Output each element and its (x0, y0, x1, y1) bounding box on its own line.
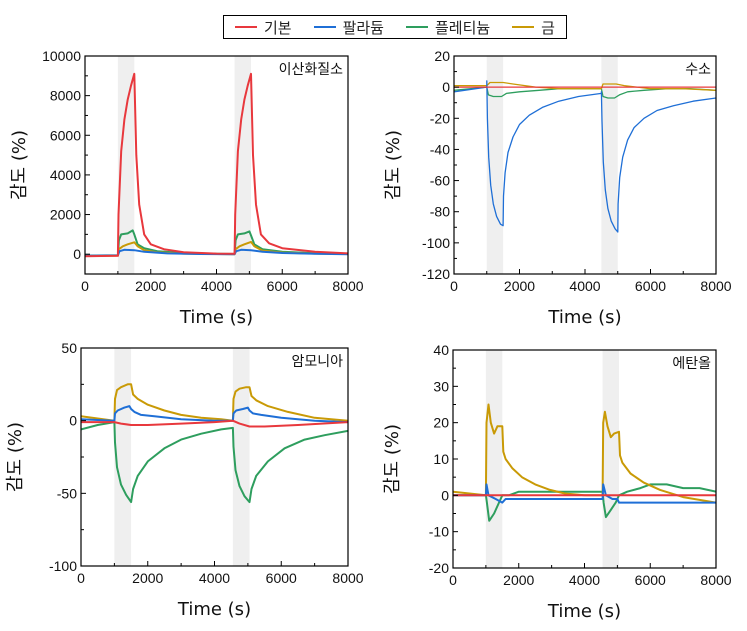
y-tick-label: -100 (49, 558, 77, 574)
x-axis-title: Time (s) (547, 601, 621, 622)
series-line-기본 (85, 72, 348, 258)
y-tick-label: 40 (433, 342, 449, 358)
legend-item-base: 기본 (234, 17, 292, 38)
gas-exposure-band (232, 348, 250, 566)
x-tick-label: 2000 (503, 572, 534, 588)
y-tick-label: 30 (433, 378, 449, 394)
y-tick-label: 2000 (50, 207, 81, 223)
y-tick-label: 10000 (42, 48, 81, 64)
chart-panel-nh3: 0 2000 4000 6000 8000 -100 -50 0 50 암모니아 Time (s) 감… (5, 340, 364, 620)
gas-label-ethanol: 에탄올 (672, 356, 711, 372)
y-tick-label: -40 (430, 141, 450, 157)
y-tick-label: -50 (57, 485, 77, 501)
x-tick-label: 0 (449, 572, 457, 588)
y-tick-label: 20 (433, 415, 449, 431)
legend-label-palladium: 팔라듐 (342, 18, 384, 37)
legend-swatch-base (234, 25, 257, 29)
gas-exposure-band (117, 56, 135, 274)
legend-item-gold: 금 (512, 17, 555, 38)
x-tick-label: 0 (77, 570, 85, 586)
series-group (85, 72, 348, 258)
gas-label-h2: 수소 (685, 62, 711, 78)
y-tick-label: 4000 (50, 167, 81, 183)
series-line-팔라듐 (81, 405, 348, 424)
x-tick-label: 8000 (700, 572, 731, 588)
y-tick-label: 0 (441, 487, 449, 503)
chart-panel-h2: 0 2000 4000 6000 8000 -120 -100 -80 -60 -40 -20 0 20… (383, 48, 732, 328)
gas-exposure-band (234, 56, 252, 274)
gas-exposure-band (486, 56, 504, 274)
legend-label-gold: 금 (541, 18, 555, 37)
y-axis-title: 감도 (%) (5, 422, 26, 492)
x-tick-label: 2000 (132, 570, 163, 586)
series-line-금 (81, 383, 348, 422)
x-tick-label: 6000 (635, 278, 666, 294)
x-tick-label: 8000 (332, 570, 363, 586)
y-tick-label: 0 (442, 79, 450, 95)
y-tick-label: -20 (429, 560, 449, 576)
y-tick-label: 8000 (50, 88, 81, 104)
x-tick-label: 4000 (569, 572, 600, 588)
x-tick-label: 4000 (199, 570, 230, 586)
y-tick-label: -120 (422, 266, 450, 282)
y-axis-title: 감도 (%) (382, 424, 403, 494)
series-group (453, 403, 716, 522)
series-line-플레티늄 (81, 421, 348, 504)
y-tick-label: 50 (61, 340, 77, 356)
x-tick-label: 4000 (201, 278, 232, 294)
y-tick-label: 6000 (50, 127, 81, 143)
series-group (454, 80, 716, 233)
y-tick-label: 10 (433, 451, 449, 467)
chart-panel-ethanol: 0 2000 4000 6000 8000 -20 -10 0 10 20 30 40 에탄올 Time … (382, 342, 732, 622)
y-tick-label: 0 (73, 246, 81, 262)
legend-label-base: 기본 (263, 18, 292, 37)
x-axis-title: Time (s) (179, 307, 253, 328)
x-tick-label: 2000 (135, 278, 166, 294)
x-tick-label: 2000 (504, 278, 535, 294)
legend-swatch-platinum (405, 25, 428, 29)
x-tick-label: 0 (450, 278, 458, 294)
series-line-기본 (81, 419, 348, 428)
y-tick-label: -80 (430, 204, 450, 220)
x-tick-label: 6000 (635, 572, 666, 588)
y-tick-label: 0 (69, 413, 77, 429)
y-tick-label: -60 (430, 173, 450, 189)
y-tick-label: -10 (429, 524, 449, 540)
series-line-팔라듐 (454, 80, 716, 233)
y-axis-title: 감도 (%) (383, 130, 404, 200)
x-tick-label: 8000 (700, 278, 731, 294)
legend-swatch-palladium (313, 25, 336, 29)
y-tick-label: 20 (434, 48, 450, 64)
x-tick-label: 6000 (266, 570, 297, 586)
y-tick-label: -100 (422, 235, 450, 251)
x-tick-label: 0 (81, 278, 89, 294)
x-tick-label: 6000 (267, 278, 298, 294)
chart-panel-no2: 0 2000 4000 6000 8000 0 2000 4000 6000 8000 10000 이… (9, 48, 364, 328)
x-tick-label: 8000 (332, 278, 363, 294)
gas-exposure-band (485, 350, 503, 568)
legend-label-platinum: 플레티늄 (434, 18, 491, 37)
x-tick-label: 4000 (569, 278, 600, 294)
y-axis-title: 감도 (%) (9, 130, 30, 200)
legend-item-palladium: 팔라듐 (313, 17, 384, 38)
series-group (81, 383, 348, 504)
x-axis-title: Time (s) (547, 307, 621, 328)
gas-exposure-band (602, 350, 620, 568)
gas-label-nh3: 암모니아 (291, 354, 343, 370)
legend-item-platinum: 플레티늄 (405, 17, 491, 38)
gas-exposure-band (601, 56, 618, 274)
y-tick-label: -20 (430, 110, 450, 126)
gas-label-no2: 이산화질소 (279, 62, 344, 78)
legend-swatch-gold (512, 25, 535, 29)
gas-exposure-band (114, 348, 132, 566)
x-axis-title: Time (s) (177, 599, 251, 620)
legend: 기본 팔라듐 플레티늄 금 (223, 15, 567, 39)
